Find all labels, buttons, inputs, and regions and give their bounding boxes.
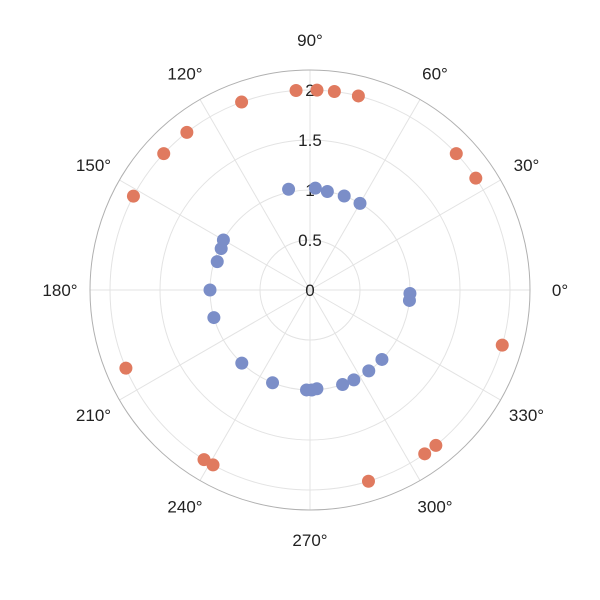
data-point — [429, 438, 443, 452]
data-points — [119, 83, 509, 488]
data-point — [337, 189, 351, 203]
radial-tick-label: 0.5 — [298, 231, 322, 250]
angular-grid-spoke-11 — [309, 289, 501, 401]
data-point — [180, 125, 194, 139]
angular-tick-label: 300° — [417, 498, 452, 517]
data-point — [126, 189, 140, 203]
angular-grid-spoke-2 — [309, 99, 421, 291]
data-point — [449, 147, 463, 161]
data-point — [119, 361, 133, 375]
angular-grid-spoke-1 — [309, 179, 501, 291]
data-point — [210, 255, 224, 269]
angular-grid-spoke-10 — [309, 289, 421, 481]
data-point — [353, 196, 367, 210]
data-point — [362, 364, 376, 378]
radial-tick-label: 0 — [305, 281, 314, 300]
angular-tick-label: 150° — [76, 156, 111, 175]
radial-tick-label: 1.5 — [298, 131, 322, 150]
angular-tick-label: 90° — [297, 31, 323, 50]
data-point — [308, 181, 322, 195]
series-1-points — [119, 83, 509, 488]
data-point — [289, 83, 303, 97]
data-point — [469, 171, 483, 185]
data-point — [203, 283, 217, 297]
data-point — [351, 89, 365, 103]
series-0-points — [203, 181, 417, 397]
angular-tick-label: 270° — [292, 531, 327, 550]
angular-tick-labels: 0° 30° 60° 90° 120° 150° 180° 210° 240° 270° 300° 3… — [42, 31, 568, 550]
angular-grid-spoke-5 — [119, 179, 311, 291]
data-point — [157, 147, 171, 161]
outer-boundary-circle — [89, 69, 531, 511]
angular-tick-label: 240° — [167, 498, 202, 517]
angular-tick-label: 120° — [167, 64, 202, 83]
angular-tick-label: 210° — [76, 406, 111, 425]
data-point — [207, 311, 221, 325]
data-point — [214, 242, 228, 256]
angular-tick-label: 0° — [552, 281, 568, 300]
data-point — [347, 373, 361, 387]
data-point — [375, 352, 389, 366]
data-point — [310, 83, 324, 97]
angular-grid-spoke-4 — [199, 99, 311, 291]
data-point — [361, 474, 375, 488]
angular-grid-spoke-8 — [199, 289, 311, 481]
data-point — [282, 182, 296, 196]
data-point — [235, 356, 249, 370]
data-point — [418, 447, 432, 461]
data-point — [206, 458, 220, 472]
angular-tick-label: 30° — [514, 156, 540, 175]
angular-tick-label: 60° — [422, 64, 448, 83]
data-point — [336, 378, 350, 392]
data-point — [327, 84, 341, 98]
data-point — [310, 382, 324, 396]
data-point — [235, 95, 249, 109]
data-point — [320, 185, 334, 199]
data-point — [402, 293, 416, 307]
polar-grid — [89, 69, 531, 511]
angular-tick-label: 180° — [42, 281, 77, 300]
data-point — [266, 376, 280, 390]
angular-tick-label: 330° — [509, 406, 544, 425]
radial-tick-label: 2 — [305, 81, 314, 100]
angular-grid-spoke-7 — [119, 289, 311, 401]
data-point — [495, 338, 509, 352]
